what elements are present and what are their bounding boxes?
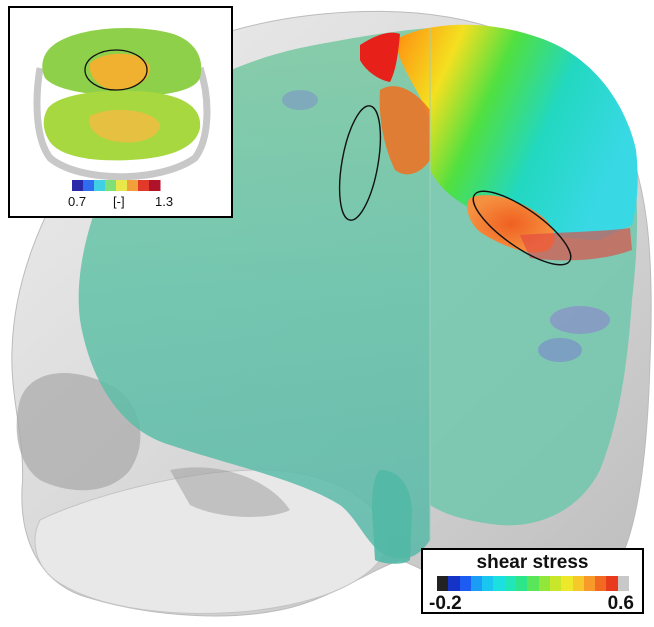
- legend-color-swatch: [504, 576, 517, 591]
- cheek-shadow: [170, 467, 290, 517]
- legend-color-swatch: [470, 576, 483, 591]
- low-stress-spot-2: [538, 338, 582, 362]
- inset-colorbar-unit: [-]: [113, 194, 125, 209]
- highlight-ellipse-lateral: [472, 190, 572, 266]
- inset-color-swatch: [83, 180, 95, 191]
- inset-color-swatch: [149, 180, 161, 191]
- eye-socket: [16, 373, 141, 491]
- stress-lower-fringe: [520, 228, 632, 261]
- inset-color-swatch: [72, 180, 84, 191]
- inset-color-swatch: [105, 180, 117, 191]
- stress-peak-top: [360, 32, 400, 82]
- legend-color-swatch: [527, 576, 539, 591]
- legend-color-swatch: [583, 576, 596, 591]
- inset-color-swatch: [138, 180, 150, 191]
- legend-color-swatch: [493, 576, 505, 591]
- inset-colorbar: [72, 180, 161, 191]
- legend-color-swatch: [595, 576, 607, 591]
- low-stress-spot-1: [550, 306, 610, 334]
- inset-slice-upper-core: [89, 53, 151, 90]
- inset-slice-graphic: [33, 28, 211, 191]
- legend-color-swatch: [617, 576, 630, 591]
- legend-color-swatch: [549, 576, 562, 591]
- inset-axial-slice: 0.7 [-] 1.3: [8, 6, 233, 218]
- legend-max: 0.6: [607, 593, 634, 614]
- legend-color-swatch: [572, 576, 584, 591]
- inset-skull-ring: [33, 66, 211, 181]
- legend-color-swatch: [437, 576, 449, 591]
- legend-color-swatch: [606, 576, 618, 591]
- highlight-ellipse-midline: [338, 105, 382, 221]
- low-stress-spot-3: [282, 90, 318, 110]
- legend-color-swatch: [448, 576, 460, 591]
- shear-stress-legend: shear stress -0.2 0.6: [421, 548, 644, 614]
- inset-colorbar-max: 1.3: [155, 194, 174, 209]
- brain-right-stress-region: [395, 24, 638, 240]
- legend-color-swatch: [561, 576, 573, 591]
- legend-colorbar: [437, 576, 630, 591]
- inset-highlight-ellipse: [84, 49, 148, 91]
- inset-color-swatch: [116, 180, 128, 191]
- legend-color-swatch: [538, 576, 550, 591]
- legend-title: shear stress: [476, 552, 589, 573]
- inset-colorbar-min: 0.7: [68, 194, 87, 209]
- inset-color-swatch: [127, 180, 139, 191]
- brainstem: [372, 470, 412, 564]
- inset-color-swatch: [94, 180, 106, 191]
- legend-color-swatch: [482, 576, 494, 591]
- legend-color-swatch: [459, 576, 471, 591]
- legend-color-swatch: [516, 576, 528, 591]
- legend-min: -0.2: [429, 593, 462, 614]
- stress-midline-band: [379, 86, 430, 175]
- inset-slice-lower-core: [89, 109, 160, 143]
